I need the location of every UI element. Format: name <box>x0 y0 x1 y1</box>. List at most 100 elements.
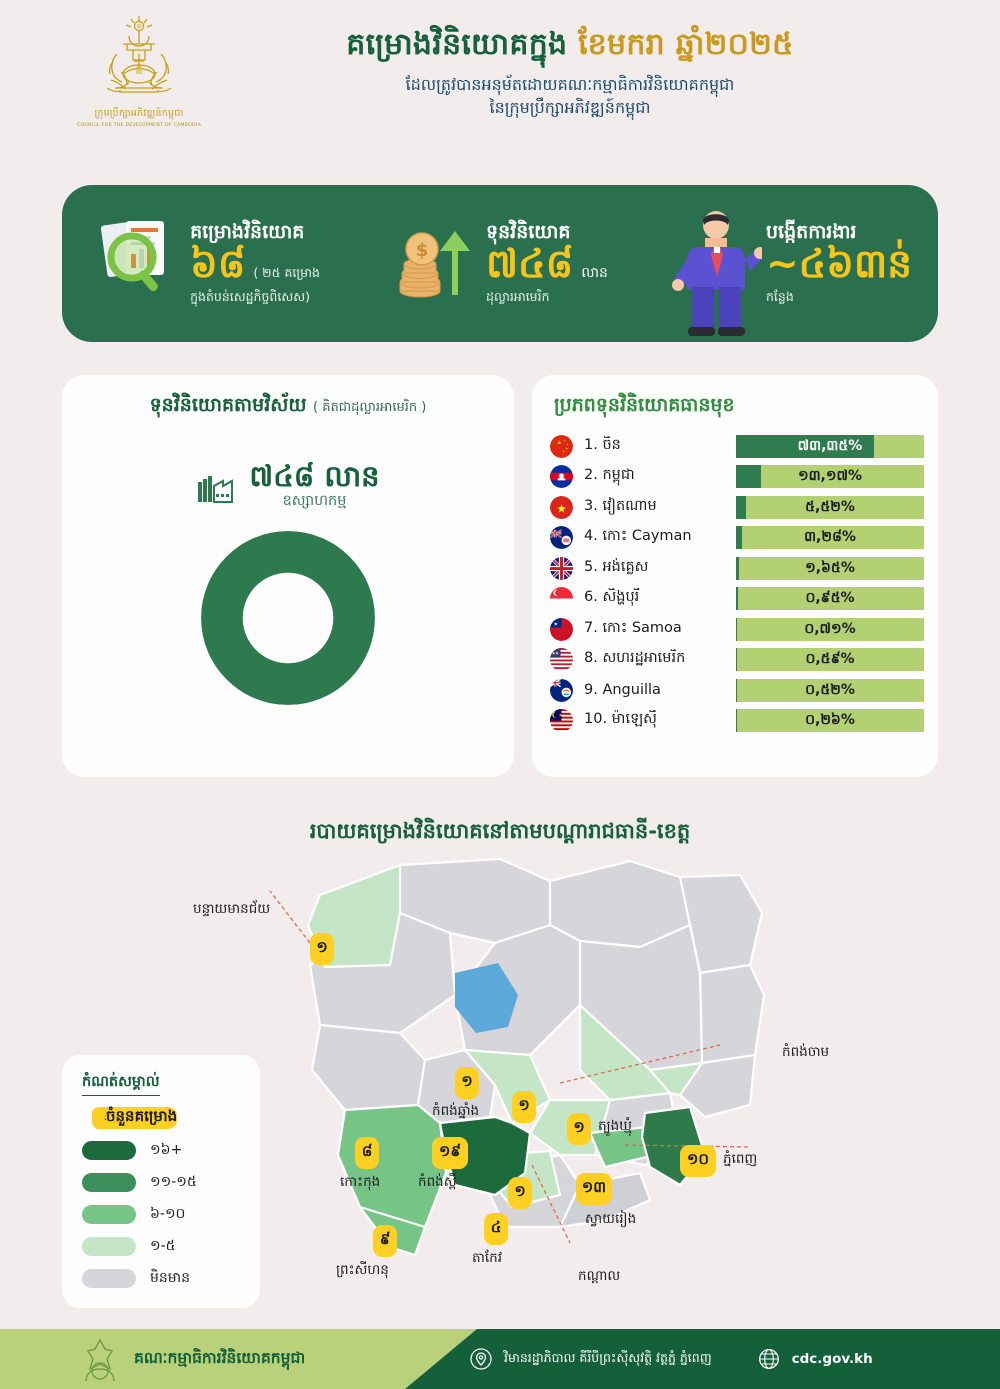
pin-kampong-cham[interactable]: ១ <box>512 1091 536 1123</box>
legend-classes: ១៦+ ១១-១៥ ៦-១០ ១-៥ មិនមាន <box>82 1140 260 1289</box>
ranking-bar-fill <box>736 465 761 489</box>
ranking-bar-track: ៧៣,៣៥% <box>736 434 924 458</box>
flag-singapore-icon <box>550 587 573 611</box>
pin-label-phnom-penh: ភ្នំពេញ <box>723 1151 758 1167</box>
sector-value-block: ៧៤៨ លាន ឧស្សាហកម្ម <box>62 461 514 513</box>
flag-cayman-icon <box>550 526 573 550</box>
ranking-row: ★★ 8. សហរដ្ឋអាមេរិក ០,៥៩% <box>550 645 924 676</box>
ranking-row: 2. កម្ពុជា ១៣,១៧% <box>550 462 924 493</box>
source-ranking-card: ប្រភពទុនវិនិយោគធានមុខ ★ ★ ★ ★ ★ 1. ចិន ៧៣,៣៥% 2… <box>532 375 938 777</box>
ranking-country-name: 9. Anguilla <box>584 682 661 699</box>
legend-swatch <box>82 1141 136 1160</box>
footer-seal-icon <box>85 1338 115 1381</box>
pin-tbong-khmum[interactable]: ១ <box>567 1113 591 1145</box>
svg-text:★: ★ <box>554 621 558 627</box>
pin-kampong-speu[interactable]: ១៩ <box>432 1137 468 1169</box>
pin-kampong-chhnang[interactable]: ១ <box>455 1067 479 1099</box>
svg-text:★★: ★★ <box>552 651 559 656</box>
ranking-row: 5. អង់គ្លេស ១,៦៥% <box>550 553 924 584</box>
ranking-row: ★ 7. កោះ Samoa ០,៧១% <box>550 614 924 645</box>
pin-label-banteay-meanchey: បន្ទាយមានជ័យ <box>193 901 271 917</box>
ranking-bar-fill <box>736 495 747 519</box>
province-ratanakiri <box>698 963 766 1065</box>
province-tbong-khmum <box>648 1061 704 1097</box>
footer-right: វិមានរដ្ឋាភិបាល គីរីបីព្រះស៊ីសុវត្ថិ វត្… <box>470 1329 873 1389</box>
pin-koh-kong[interactable]: ៨ <box>355 1137 379 1169</box>
document-magnifier-icon <box>96 209 186 319</box>
pin-preah-sihanouk[interactable]: ៩ <box>373 1225 397 1257</box>
sector-value-text: ៧៤៨ លាន ឧស្សាហកម្ម <box>249 461 379 513</box>
map-legend: កំណត់សម្គាល់ # ចំនួនគម្រោង ១៦+ ១១-១៥៦-១០១… <box>62 1055 260 1308</box>
ranking-bar-track: ១,៦៥% <box>736 556 924 580</box>
pin-svay-rieng[interactable]: ១៣ <box>576 1173 612 1205</box>
pin-label-takeo: តាកែវ <box>472 1250 502 1266</box>
pin-label-svay-rieng: ស្វាយរៀង <box>585 1211 637 1227</box>
svg-text:★: ★ <box>563 438 566 442</box>
cdc-logo: ក្រុមប្រឹក្សាអភិវឌ្ឍន៍កម្ពុជា COUNCIL FO… <box>76 14 202 142</box>
ranking-row: ★ 10. ម៉ាឡេស៊ី ០,២៦% <box>550 706 924 737</box>
logo-english-text: COUNCIL FOR THE DEVELOPMENT OF CAMBODIA <box>76 123 202 128</box>
legend-class-row: មិនមាន <box>82 1268 260 1289</box>
factory-icon <box>198 476 234 504</box>
pin-takeo[interactable]: ៤ <box>484 1213 508 1245</box>
ranking-bar-track: ០,៩៥% <box>736 587 924 611</box>
ranking-row: ★ ★ ★ ★ ★ 1. ចិន ៧៣,៣៥% <box>550 431 924 462</box>
ranking-bar-fill <box>736 434 874 458</box>
pin-label-kampong-cham: កំពង់ចាម <box>782 1044 830 1060</box>
ranking-row: 9. Anguilla ០,៥២% <box>550 675 924 706</box>
ranking-bar-track: ០,២៦% <box>736 709 924 733</box>
legend-class-row: ១១-១៥ <box>82 1172 260 1193</box>
stat-jobs-text: បង្កើតការងារ ~៤៦៣ន់ កន្លែង <box>762 222 912 305</box>
pin-phnom-penh[interactable]: ១០ <box>680 1145 716 1177</box>
ranking-row: ★ 3. វៀតណាម ៥,៥២% <box>550 492 924 523</box>
ranking-bar-track: ០,៧១% <box>736 617 924 641</box>
svg-text:$: $ <box>416 240 429 261</box>
stat-capital-label: ទុនវិនិយោគ <box>486 220 571 243</box>
stat-projects: គម្រោងវិនិយោគ ៦៨ ( ២៥ គម្រោង ក្នុងតំបន់ស… <box>62 185 354 342</box>
ranking-country-name: 3. វៀតណាម <box>584 497 657 514</box>
royal-emblem-icon <box>106 16 172 93</box>
ranking-bar-track: ០,៥៩% <box>736 648 924 672</box>
sector-card-title-main: ទុនវិនិយោគតាមវិស័យ <box>149 394 307 416</box>
flag-usa-icon: ★★ <box>550 648 573 672</box>
pin-label-preah-sihanouk: ព្រះសីហនុ <box>336 1262 389 1278</box>
ranking-bar-track: ៥,៥២% <box>736 495 924 519</box>
ranking-bar-value: ០,៧១% <box>804 620 856 637</box>
stat-capital-value: ៧៤៨ <box>486 241 574 287</box>
stat-projects-label: គម្រោងវិនិយោគ <box>190 220 305 243</box>
ranking-bar-fill <box>736 678 737 702</box>
page-title: គម្រោងវិនិយោគក្នុង ខែមករា ឆ្នាំ២០២៥ <box>200 26 940 64</box>
ranking-country-name: 8. សហរដ្ឋអាមេរិក <box>584 650 686 667</box>
ranking-country-name: 4. កោះ Cayman <box>584 528 692 545</box>
legend-class-label: ៦-១០ <box>150 1206 186 1222</box>
ranking-bar-value: ១៣,១៧% <box>798 468 862 485</box>
legend-swatch <box>82 1269 136 1288</box>
svg-text:★: ★ <box>559 713 563 718</box>
ranking-card-title: ប្រភពទុនវិនិយោគធានមុខ <box>554 394 735 416</box>
footer-website[interactable]: cdc.gov.kh <box>791 1351 873 1367</box>
legend-class-label: ១-៥ <box>150 1238 176 1254</box>
legend-pin-text: ចំនួនគម្រោង <box>106 1107 178 1129</box>
pin-banteay-meanchey[interactable]: ១ <box>310 933 334 965</box>
sector-value: ៧៤៨ លាន <box>249 459 380 493</box>
stat-capital-text: ទុនវិនិយោគ ៧៤៨ លាន ដុល្លារអាមេរិក <box>482 222 608 305</box>
pin-kandal[interactable]: ១ <box>508 1177 532 1209</box>
stat-projects-note1: ( ២៥ គម្រោង <box>253 264 320 280</box>
stat-projects-value: ៦៨ <box>190 241 246 287</box>
header-subtitle-line2: នៃក្រុមប្រឹក្សាអភិវឌ្ឍន៍កម្ពុជា <box>489 97 651 117</box>
header-texts: គម្រោងវិនិយោគក្នុង ខែមករា ឆ្នាំ២០២៥ ដែលត… <box>200 26 940 119</box>
ranking-country-name: 2. កម្ពុជា <box>584 467 635 484</box>
globe-icon <box>758 1349 779 1369</box>
donut-chart <box>201 531 375 706</box>
flag-cambodia-icon <box>550 465 573 489</box>
ranking-bar-fill <box>736 648 738 672</box>
legend-swatch <box>82 1237 136 1256</box>
cambodia-choropleth-map <box>269 857 766 1257</box>
map-section-title: របាយគម្រោងវិនិយោគនៅតាមបណ្ដារាជធានី-ខេត្ត <box>309 819 691 843</box>
logo-khmer-text: ក្រុមប្រឹក្សាអភិវឌ្ឍន៍កម្ពុជា <box>94 108 184 119</box>
page-title-green: គម្រោងវិនិយោគក្នុង <box>346 27 568 62</box>
legend-class-row: ១-៥ <box>82 1236 260 1257</box>
businessman-icon <box>672 209 766 336</box>
ranking-bar-fill <box>736 587 738 611</box>
